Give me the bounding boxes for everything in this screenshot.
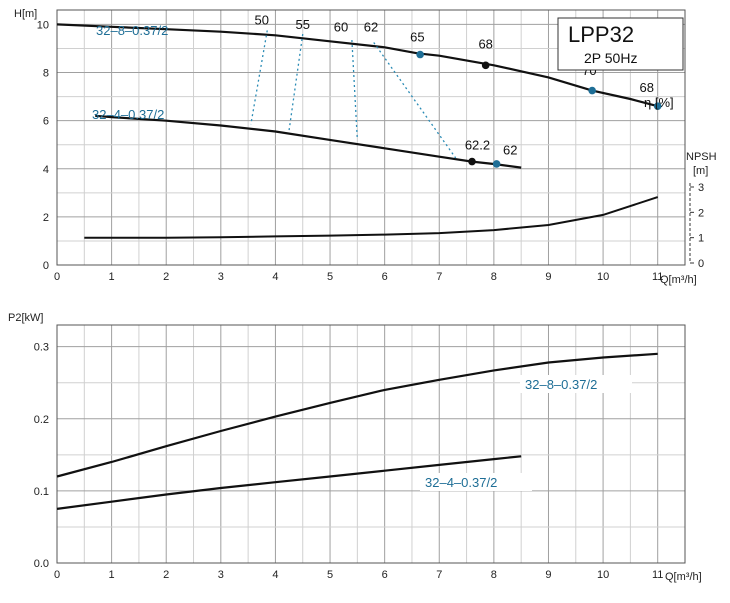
power-curve-label-32-4: 32–4–0.37/2 <box>425 475 497 490</box>
info-box-subtitle: 2P 50Hz <box>584 50 637 66</box>
power-x-tick-label: 4 <box>272 569 278 581</box>
efficiency-iso-line-1 <box>288 33 304 131</box>
power-curve-label-32-8: 32–8–0.37/2 <box>525 377 597 392</box>
head-y-tick-label: 6 <box>43 116 49 128</box>
head-x-axis-label: Q[m³/h] <box>660 274 697 286</box>
power-x-tick-label: 2 <box>163 569 169 581</box>
power-y-tick-label: 0.1 <box>34 486 49 498</box>
efficiency-label-4: 65 <box>410 29 424 44</box>
power-x-tick-label: 1 <box>109 569 115 581</box>
head-x-tick-label: 11 <box>652 271 663 283</box>
head-curve-0 <box>56 23 658 108</box>
efficiency-axis-label: η [%] <box>644 95 674 110</box>
power-y-tick-label: 0.2 <box>34 414 49 426</box>
head-y-tick-label: 8 <box>43 68 49 80</box>
power-x-tick-label: 6 <box>382 569 388 581</box>
efficiency-label-7: 68 <box>640 80 654 95</box>
npsh-tick-label: 1 <box>698 233 704 245</box>
head-x-tick-label: 8 <box>491 271 497 283</box>
efficiency-point-2 <box>588 86 596 95</box>
npsh-tick-label: 0 <box>698 258 704 270</box>
head-x-tick-label: 1 <box>109 271 115 283</box>
efficiency-label-9: 62 <box>503 142 517 157</box>
head-x-tick-label: 6 <box>382 271 388 283</box>
power-y-tick-label: 0.3 <box>34 342 49 354</box>
npsh-tick-label: 2 <box>698 207 704 219</box>
power-curve-1 <box>56 455 522 510</box>
power-x-tick-label: 9 <box>545 569 551 581</box>
efficiency-point-4 <box>468 157 476 166</box>
power-label-bg-32-4 <box>420 473 532 491</box>
head-x-tick-label: 7 <box>436 271 442 283</box>
efficiency-label-2: 60 <box>334 20 348 35</box>
efficiency-label-3: 62 <box>364 20 378 35</box>
head-x-tick-label: 9 <box>545 271 551 283</box>
power-x-tick-label: 10 <box>597 569 609 581</box>
npsh-tick-label: 3 <box>698 182 704 194</box>
npsh-axis-unit: [m] <box>693 165 708 177</box>
power-label-bg-32-8 <box>520 375 632 393</box>
power-x-tick-label: 3 <box>218 569 224 581</box>
power-x-tick-label: 11 <box>652 569 663 581</box>
head-frame <box>56 9 686 266</box>
head-x-tick-label: 2 <box>163 271 169 283</box>
head-curve-label-32-8: 32–8–0.37/2 <box>96 23 168 38</box>
efficiency-label-8: 62.2 <box>465 138 490 153</box>
head-x-tick-label: 3 <box>218 271 224 283</box>
power-y-tick-label: 0.0 <box>34 558 49 570</box>
efficiency-point-0 <box>416 50 424 59</box>
head-curve-1 <box>95 114 522 169</box>
efficiency-iso-line-0 <box>250 30 268 125</box>
head-axis-label: H[m] <box>14 8 37 20</box>
efficiency-label-0: 50 <box>255 12 269 27</box>
head-y-tick-label: 2 <box>43 212 49 224</box>
head-y-tick-label: 0 <box>43 260 49 272</box>
npsh-curve <box>84 196 659 239</box>
power-x-tick-label: 0 <box>54 569 60 581</box>
efficiency-point-1 <box>481 61 490 70</box>
power-frame <box>56 324 686 564</box>
chart-marks: 0123505560626568706862.262 <box>56 12 704 510</box>
power-grid: 0 1 2 3 4 5 6 7 8 9 10 11 0.0 0.1 0.2 0.3 <box>34 324 686 581</box>
head-y-tick-label: 4 <box>43 164 49 176</box>
head-curve-label-32-4: 32–4–0.37/2 <box>92 107 164 122</box>
power-x-axis-label: Q[m³/h] <box>665 571 702 583</box>
power-axis-label: P2[kW] <box>8 312 43 324</box>
efficiency-point-5 <box>492 160 501 168</box>
power-x-tick-label: 5 <box>327 569 333 581</box>
efficiency-iso-line-3 <box>373 42 457 159</box>
power-x-tick-label: 7 <box>436 569 442 581</box>
power-x-tick-label: 8 <box>491 569 497 581</box>
power-curve-0 <box>56 352 658 478</box>
head-y-tick-label: 10 <box>37 19 49 31</box>
npsh-axis-label: NPSH <box>686 151 717 163</box>
head-x-tick-label: 4 <box>272 271 278 283</box>
info-box: LPP32 2P 50Hz <box>557 17 684 71</box>
head-x-tick-label: 0 <box>54 271 60 283</box>
efficiency-label-1: 55 <box>296 17 310 32</box>
info-box-title: LPP32 <box>568 22 634 47</box>
head-x-tick-label: 5 <box>327 271 333 283</box>
efficiency-label-5: 68 <box>478 36 492 51</box>
efficiency-iso-line-2 <box>351 40 358 140</box>
head-x-tick-label: 10 <box>597 271 609 283</box>
efficiency-point-3 <box>653 102 662 111</box>
